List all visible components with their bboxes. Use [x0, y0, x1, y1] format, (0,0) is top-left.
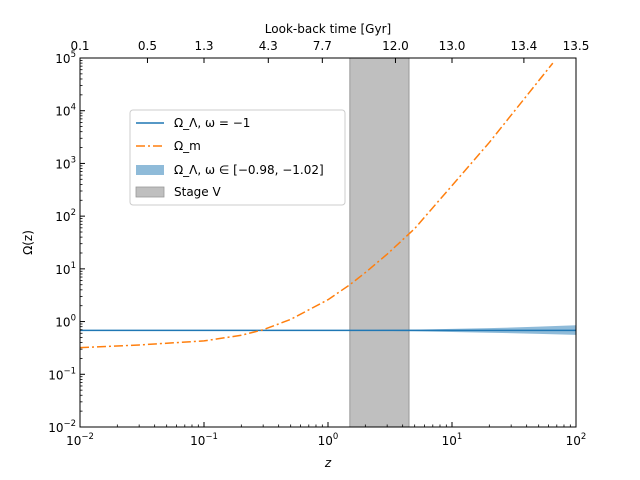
x-tick-label: 10−1	[190, 432, 218, 448]
legend-label-omega-lambda: Ω_Λ, ω = −1	[174, 116, 250, 130]
x-tick-label: 102	[566, 432, 587, 448]
y-tick-label: 104	[55, 103, 76, 119]
y-tick-label: 10−1	[48, 366, 76, 382]
x-axis-label: z	[324, 456, 332, 470]
top-axis-label: Look-back time [Gyr]	[265, 22, 391, 36]
legend-box	[129, 109, 346, 206]
plot-area	[80, 58, 576, 427]
y-axis-label: Ω(z)	[21, 230, 35, 255]
legend-handle-stage-v	[135, 186, 165, 198]
top-tick-label: 13.4	[511, 39, 538, 53]
y-tick-label: 103	[55, 155, 76, 171]
x-tick-label: 101	[442, 432, 463, 448]
legend-label-band: Ω_Λ, ω ∈ [−0.98, −1.02]	[174, 163, 324, 177]
top-tick-label: 7.7	[313, 39, 332, 53]
top-tick-label: 1.3	[194, 39, 213, 53]
top-tick-label: 12.0	[382, 39, 409, 53]
top-tick-label: 4.3	[259, 39, 278, 53]
omega-m-line	[80, 62, 554, 349]
y-tick-label: 105	[55, 50, 76, 66]
top-tick-label: 13.0	[439, 39, 466, 53]
axes: 10−2 10−1 100 101 102 10−2 10−1 100 101 102 103 104…	[21, 22, 589, 470]
legend: Ω_Λ, ω = −1 Ω_m Ω_Λ, ω ∈ [−0.98, −1.02] Sta…	[129, 109, 346, 206]
top-tick-label: 0.1	[70, 39, 89, 53]
legend-label-omega-m: Ω_m	[174, 139, 201, 153]
top-tick-label: 13.5	[563, 39, 590, 53]
y-tick-label: 100	[55, 314, 76, 330]
y-tick-label: 101	[55, 261, 76, 277]
plot-clip-group	[80, 58, 576, 427]
legend-label-stage-v: Stage V	[174, 185, 221, 199]
legend-handle-band	[136, 165, 164, 175]
x-tick-label: 10−2	[66, 432, 94, 448]
top-tick-label: 0.5	[138, 39, 157, 53]
y-tick-label: 102	[55, 208, 76, 224]
y-tick-label: 10−2	[48, 419, 76, 435]
x-tick-label: 100	[318, 432, 339, 448]
